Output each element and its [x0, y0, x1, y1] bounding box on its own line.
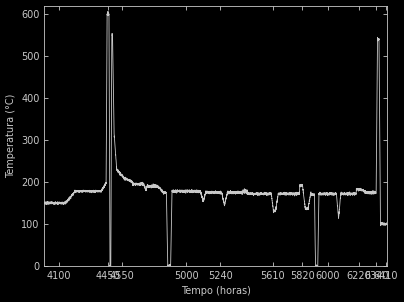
Y-axis label: Temperatura (°C): Temperatura (°C): [6, 94, 16, 178]
X-axis label: Tempo (horas): Tempo (horas): [181, 286, 251, 297]
